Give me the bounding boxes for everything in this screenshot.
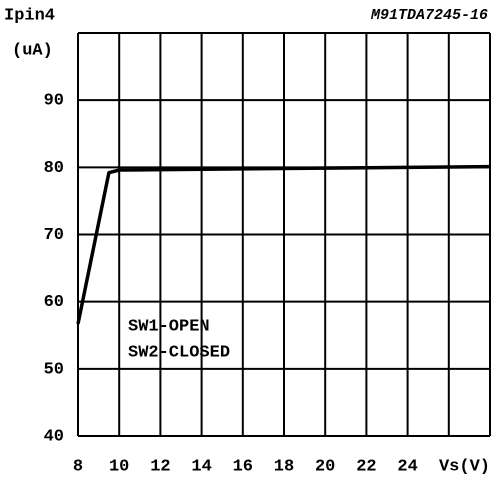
x-tick-label: 16 [233,457,253,476]
x-tick-label: 22 [356,457,376,476]
x-tick-label: 14 [191,457,211,476]
x-tick-label: 18 [274,457,294,476]
y-tick-label: 50 [44,360,64,379]
y-tick-label: 90 [44,92,64,111]
y-axis-unit: (uA) [12,41,53,60]
x-tick-label: 10 [109,457,129,476]
x-tick-label: 24 [397,457,417,476]
y-axis-label: Ipin4 [4,6,55,25]
annotation: SW2-CLOSED [128,343,230,362]
x-axis-label: Vs(V) [439,457,490,476]
x-tick-label: 20 [315,457,335,476]
chart-title: M91TDA7245-16 [370,7,488,24]
y-tick-label: 70 [44,226,64,245]
y-tick-label: 60 [44,293,64,312]
annotation: SW1-OPEN [128,317,210,336]
y-tick-label: 40 [44,427,64,446]
x-tick-label: 12 [150,457,170,476]
y-tick-label: 80 [44,159,64,178]
data-line [76,164,491,325]
x-tick-label: 8 [73,457,83,476]
